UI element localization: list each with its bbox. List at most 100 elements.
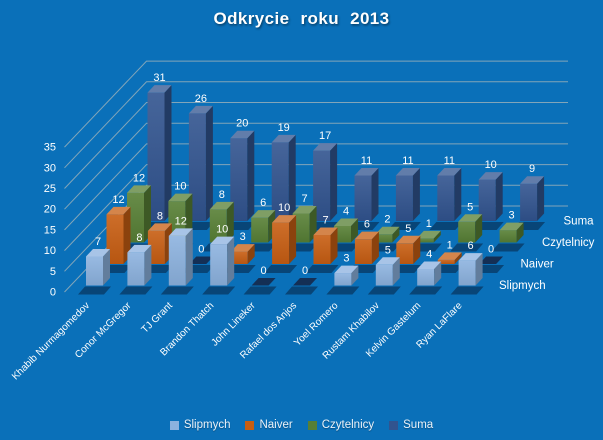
bar-top-face — [437, 167, 462, 176]
bar-front-face — [437, 175, 455, 221]
bar-front-face — [478, 179, 496, 221]
bar-Suma-Brandon Thatch[interactable]: 19 — [263, 122, 297, 230]
bar-side-face — [475, 214, 483, 243]
data-label: 8 — [157, 210, 163, 222]
data-label: 11 — [444, 155, 455, 167]
bar-front-face — [188, 113, 206, 221]
legend-swatch — [169, 420, 179, 430]
bar-Naiver-John Lineker[interactable]: 10 — [264, 202, 298, 273]
bar-front-face — [271, 142, 289, 221]
data-label: 9 — [529, 163, 535, 175]
bar-front-face — [251, 217, 269, 243]
data-label: 1 — [447, 239, 453, 251]
bar-Suma-Rafael dos Anjos[interactable]: 11 — [346, 155, 380, 230]
legend-item[interactable]: Naiver — [245, 419, 293, 431]
bar-side-face — [330, 143, 338, 221]
bar-zero-base — [479, 256, 504, 264]
bar-Czytelnicy-John Lineker[interactable]: 7 — [284, 193, 318, 252]
bar-top-face — [230, 244, 255, 252]
data-label: 6 — [260, 197, 266, 209]
bar-Slipmych-Kelvin Gastelum[interactable]: 4 — [409, 248, 443, 295]
bar-Suma-Rustam Khabilov[interactable]: 11 — [429, 155, 463, 230]
bar-front-face — [168, 235, 186, 286]
bar-front-face — [396, 243, 414, 264]
bar-side-face — [103, 249, 110, 286]
chart-title: Odkrycie roku 2013 — [213, 9, 390, 28]
y-axis-tick-label: 10 — [44, 245, 56, 257]
bar-top-face — [272, 215, 297, 223]
bar-top-face — [478, 172, 503, 180]
bar-front-face — [458, 260, 476, 286]
data-label: 0 — [198, 244, 204, 256]
bar-top-face — [168, 193, 193, 202]
bar-top-face — [520, 176, 545, 184]
bar-front-face — [417, 268, 435, 286]
bar-front-face — [127, 252, 145, 286]
bar-front-face — [230, 138, 248, 221]
bar-top-face — [210, 236, 235, 245]
bar-side-face — [392, 226, 400, 243]
depth-axis-label: Suma — [564, 216, 595, 228]
legend-item[interactable]: Czytelnicy — [307, 419, 374, 431]
bar-Suma-Kelvin Gastelum[interactable]: 10 — [470, 159, 504, 230]
bar-shadow — [119, 286, 153, 295]
bar-front-face — [416, 238, 434, 243]
bar-Suma-Yoel Romero[interactable]: 11 — [387, 155, 421, 230]
bar-Slipmych-John Lineker[interactable]: 0 — [243, 265, 277, 295]
legend-item[interactable]: Suma — [389, 419, 433, 431]
bar-Slipmych-Yoel Romero[interactable]: 3 — [326, 253, 360, 295]
depth-axis-label: Slipmych — [499, 280, 546, 292]
bar-zero-base — [251, 278, 276, 286]
bar-shadow — [450, 286, 484, 295]
bar-top-face — [417, 261, 442, 269]
bar-side-face — [454, 167, 462, 221]
gridline — [64, 102, 568, 189]
bar-Suma-TJ Grant[interactable]: 20 — [222, 118, 256, 230]
bar-front-face — [147, 92, 165, 221]
bar-side-face — [289, 215, 297, 264]
bar-side-face — [309, 206, 317, 243]
bar-side-face — [392, 257, 400, 286]
legend-item[interactable]: Slipmych — [169, 419, 230, 431]
bar-top-face — [86, 249, 110, 257]
data-label: 17 — [319, 130, 331, 142]
bar-top-face — [127, 185, 151, 193]
bar-Suma-John Lineker[interactable]: 17 — [305, 130, 339, 230]
bar-Slipmych-Rustam Khabilov[interactable]: 5 — [367, 244, 401, 295]
bar-shadow — [429, 222, 463, 230]
bar-front-face — [272, 222, 290, 264]
bar-Naiver-Rafael dos Anjos[interactable]: 7 — [305, 215, 339, 273]
bar-Slipmych-Brandon Thatch[interactable]: 10 — [202, 224, 236, 295]
gridline — [64, 143, 568, 231]
bar-Czytelnicy-Ryan LaFlare[interactable]: 3 — [491, 210, 525, 252]
bar-top-face — [188, 105, 213, 114]
bar-side-face — [475, 253, 483, 286]
bar-front-face — [499, 230, 517, 243]
data-label: 8 — [136, 232, 142, 244]
bar-Slipmych-Conor McGregor[interactable]: 8 — [119, 232, 153, 295]
bar-front-face — [230, 251, 248, 264]
bar-Slipmych-TJ Grant[interactable]: 12 — [160, 215, 194, 295]
bar-Czytelnicy-Kelvin Gastelum[interactable]: 5 — [450, 201, 484, 252]
data-label: 12 — [112, 194, 124, 206]
bar-front-face — [334, 225, 351, 243]
y-axis-tick-label: 30 — [44, 162, 56, 174]
bar-side-face — [227, 236, 235, 286]
bar-side-face — [185, 228, 193, 286]
data-label: 3 — [509, 210, 515, 222]
bar-top-face — [292, 206, 317, 214]
bar-front-face — [354, 239, 372, 264]
bar-top-face — [375, 226, 400, 235]
chart-legend: Slipmych Naiver Czytelnicy Suma — [0, 419, 603, 431]
data-label: 31 — [153, 72, 165, 84]
bar-side-face — [516, 222, 524, 243]
y-axis-tick-label: 5 — [50, 266, 56, 278]
bar-shadow — [243, 286, 277, 295]
bar-Suma-Ryan LaFlare[interactable]: 9 — [512, 163, 546, 230]
bar-side-face — [288, 134, 296, 221]
bar-top-face — [313, 143, 338, 151]
bar-Slipmych-Khabib Nurmagomedov[interactable]: 7 — [78, 236, 111, 295]
data-label: 2 — [384, 214, 390, 226]
bar-Slipmych-Rafael dos Anjos[interactable]: 0 — [285, 265, 318, 295]
bar-Slipmych-Ryan LaFlare[interactable]: 6 — [450, 240, 484, 295]
